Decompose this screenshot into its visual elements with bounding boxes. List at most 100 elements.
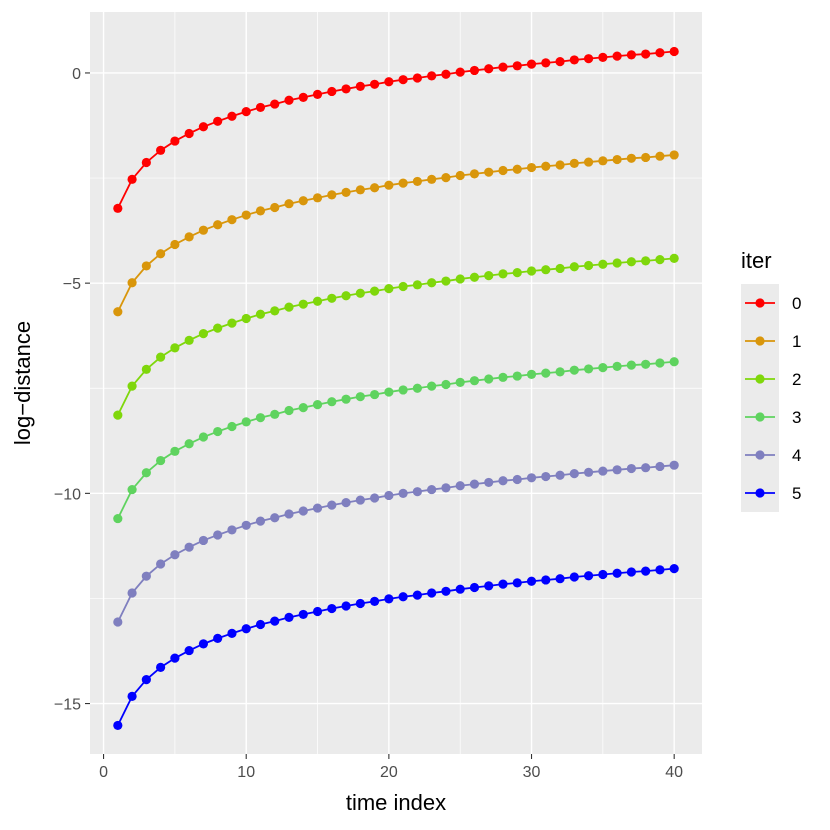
y-axis: 0 −5 −10 −15 xyxy=(54,66,90,714)
data-point xyxy=(341,187,351,197)
data-point xyxy=(655,461,665,472)
data-point xyxy=(298,299,308,309)
data-point xyxy=(626,153,636,163)
data-point xyxy=(412,487,422,497)
data-point xyxy=(370,286,380,296)
data-point xyxy=(598,569,608,580)
data-point xyxy=(412,73,422,83)
data-point xyxy=(569,572,579,582)
series-0 xyxy=(113,46,679,213)
data-point xyxy=(284,612,294,622)
data-point xyxy=(341,498,351,508)
data-point xyxy=(655,151,665,161)
legend-key-point xyxy=(755,298,765,308)
data-point xyxy=(641,152,651,163)
data-point xyxy=(113,410,123,420)
legend-label: 3 xyxy=(792,408,801,427)
data-point xyxy=(441,69,451,79)
series-layer xyxy=(113,46,679,731)
x-tick-label: 20 xyxy=(380,764,398,781)
series-1 xyxy=(113,150,679,317)
legend-item-0: 0 xyxy=(741,284,801,322)
data-point xyxy=(255,413,266,423)
data-point xyxy=(312,193,323,203)
data-point xyxy=(569,262,579,272)
x-tick-label: 10 xyxy=(237,764,255,781)
data-point xyxy=(327,397,337,407)
legend-items: 0 1 2 3 4 5 xyxy=(741,284,801,512)
series-4 xyxy=(113,460,679,627)
data-point xyxy=(498,165,508,176)
data-point xyxy=(227,215,237,225)
data-point xyxy=(669,253,679,263)
data-point xyxy=(284,95,294,105)
data-point xyxy=(641,49,651,59)
data-point xyxy=(569,158,579,168)
data-point xyxy=(370,183,380,193)
data-point xyxy=(498,476,508,486)
data-point xyxy=(184,645,194,656)
data-point xyxy=(498,579,508,589)
data-point xyxy=(156,352,166,362)
data-point xyxy=(312,400,323,410)
data-point xyxy=(156,559,166,569)
data-point xyxy=(541,471,551,482)
data-point xyxy=(669,46,679,57)
data-point xyxy=(113,720,123,731)
data-point xyxy=(612,258,622,268)
data-point xyxy=(327,86,337,97)
data-point xyxy=(427,484,437,495)
data-point xyxy=(384,284,394,294)
data-point xyxy=(341,84,351,94)
data-point xyxy=(427,174,437,184)
data-point xyxy=(612,568,622,578)
data-point xyxy=(113,513,123,524)
data-point xyxy=(213,323,223,333)
data-point xyxy=(170,446,180,456)
data-point xyxy=(583,364,594,374)
data-point xyxy=(626,360,636,370)
data-point xyxy=(127,484,137,495)
series-5 xyxy=(113,564,679,731)
data-point xyxy=(512,578,522,588)
data-point xyxy=(655,48,665,58)
series-line xyxy=(117,257,675,416)
data-point xyxy=(127,174,137,184)
data-point xyxy=(569,55,579,65)
data-point xyxy=(641,566,651,576)
data-point xyxy=(270,513,280,523)
data-point xyxy=(669,564,679,574)
data-point xyxy=(327,293,337,303)
data-point xyxy=(141,261,151,271)
data-point xyxy=(469,479,480,489)
legend-key-point xyxy=(755,336,765,346)
data-point xyxy=(412,176,422,187)
data-point xyxy=(284,199,294,209)
data-point xyxy=(327,190,337,200)
data-point xyxy=(298,196,308,206)
data-point xyxy=(355,185,365,195)
data-point xyxy=(498,62,508,72)
y-tick-label: −10 xyxy=(54,486,81,503)
series-line xyxy=(117,360,675,519)
data-point xyxy=(170,653,180,663)
data-point xyxy=(569,468,579,479)
data-point xyxy=(512,371,522,381)
series-2 xyxy=(113,253,679,420)
data-point xyxy=(641,359,651,369)
data-point xyxy=(583,54,594,64)
data-point xyxy=(141,468,151,478)
x-axis: 0 10 20 30 40 xyxy=(99,754,683,781)
legend-label: 1 xyxy=(792,332,801,351)
data-point xyxy=(469,582,480,593)
data-point xyxy=(113,307,123,317)
data-point xyxy=(198,225,209,235)
data-point xyxy=(227,318,237,328)
data-point xyxy=(341,601,351,611)
legend-item-4: 4 xyxy=(741,436,801,474)
data-point xyxy=(398,488,408,498)
data-point xyxy=(198,535,209,546)
data-point xyxy=(555,263,565,274)
data-point xyxy=(555,57,565,67)
legend-label: 0 xyxy=(792,294,801,313)
